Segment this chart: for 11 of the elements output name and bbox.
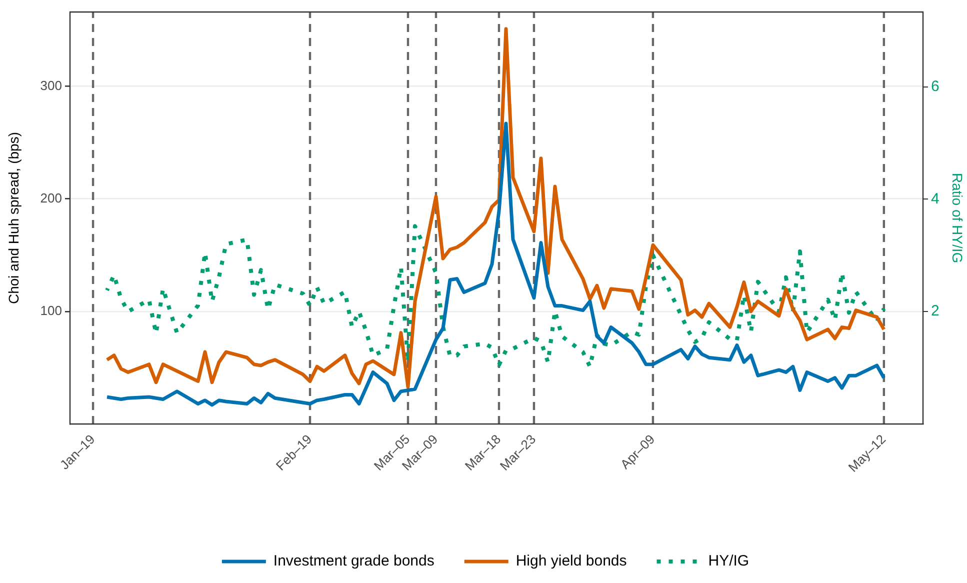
y2-axis-title: Ratio of HY/IG — [950, 172, 966, 264]
y2-tick-label: 2 — [931, 302, 940, 320]
legend-label: High yield bonds — [516, 552, 627, 570]
y-axis-title: Choi and Huh spread, (bps) — [5, 132, 22, 304]
y-tick-label: 200 — [40, 190, 62, 206]
y2-tick-label: 6 — [931, 78, 940, 95]
legend-label: Investment grade bonds — [273, 552, 434, 570]
y-tick-label: 100 — [40, 303, 62, 318]
legend-label: HY/IG — [708, 552, 750, 570]
y2-tick-label: 4 — [931, 190, 940, 208]
y-tick-label: 300 — [40, 78, 62, 93]
